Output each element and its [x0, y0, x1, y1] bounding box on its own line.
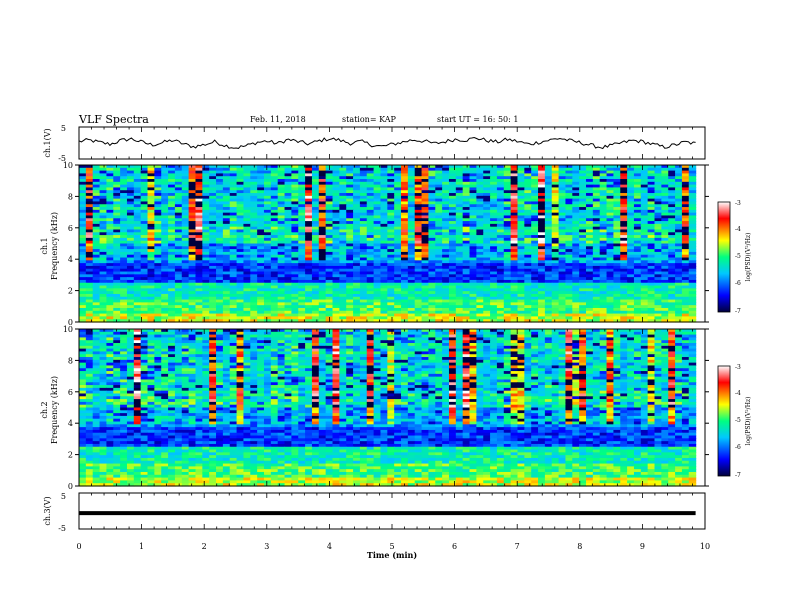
start-time-label: start UT = 16: 50: 1: [437, 115, 518, 124]
ch1-ytick-top: 5: [61, 124, 66, 133]
ch2-frequency-ticks: 0 2 4 6 8 10: [63, 325, 709, 491]
ch1-colorbar: -3 -4 -5 -6 -7 log(PSD)(V²/Hz): [717, 200, 752, 315]
ch1-spectrogram-panel: 0 2 4 6 8 10 ch.1 Frequency (kHz): [40, 161, 709, 327]
ch1-colorbar-scale: [717, 201, 731, 313]
ch3-ytick-top: 5: [61, 492, 66, 501]
ch2-colorbar: -3 -4 -5 -6 -7 log(PSD)(V²/Hz): [717, 364, 752, 479]
time-tick-label: 2: [202, 542, 207, 551]
freq-tick-label: 8: [68, 356, 73, 365]
ch2-colorbar-scale: [717, 365, 731, 477]
figure-title: VLF Spectra: [78, 113, 149, 126]
ch3-waveform-ylabel: ch.3(V): [43, 496, 52, 525]
freq-tick-label: 10: [63, 161, 73, 170]
time-axis-label: Time (min): [367, 550, 417, 560]
ch3-waveform-frame: [78, 492, 706, 530]
cb2-tick-3: -6: [735, 444, 741, 451]
time-tick-label: 7: [515, 542, 520, 551]
station-label: station= KAP: [342, 115, 397, 124]
cb2-tick-0: -3: [735, 364, 741, 371]
freq-tick-label: 8: [68, 192, 73, 201]
time-tick-label: 3: [264, 542, 269, 551]
time-tick-label: 6: [452, 542, 457, 551]
freq-tick-label: 2: [68, 287, 73, 296]
cb2-tick-2: -5: [735, 417, 741, 424]
cb2-label: log(PSD)(V²/Hz): [745, 397, 752, 446]
freq-tick-label: 10: [63, 325, 73, 334]
freq-tick-label: 2: [68, 451, 73, 460]
ch1-ytick-bottom: -5: [58, 154, 66, 163]
ch1-frequency-ticks: 0 2 4 6 8 10: [63, 161, 709, 327]
ch1-waveform-ylabel: ch.1(V): [43, 128, 52, 157]
time-tick-label: 9: [640, 542, 645, 551]
ch3-ytick-bottom: -5: [58, 524, 66, 533]
time-tick-label: 1: [139, 542, 144, 551]
ch1-channel-label: ch.1: [40, 237, 49, 254]
time-tick-label: 8: [577, 542, 582, 551]
time-axis-labels: 0 1 2 3 4 5 6 7 8 9 10: [76, 542, 710, 551]
ch2-spectrogram-panel: 0 2 4 6 8 10 ch.2 Frequency (kHz): [40, 325, 709, 491]
ch1-waveform-line: [78, 136, 696, 150]
ch2-channel-label: ch.2: [40, 401, 49, 418]
time-tick-label: 4: [327, 542, 332, 551]
freq-tick-label: 4: [68, 419, 73, 428]
freq-tick-label: 6: [68, 388, 73, 397]
ch1-spectrogram-image: [79, 165, 697, 323]
time-tick-label: 10: [700, 542, 710, 551]
cb1-tick-2: -5: [735, 253, 741, 260]
cb1-tick-0: -3: [735, 200, 741, 207]
cb2-tick-4: -7: [735, 472, 741, 479]
freq-tick-label: 4: [68, 255, 73, 264]
freq-tick-label: 6: [68, 224, 73, 233]
ch1-waveform-panel: 5 -5 ch.1(V): [43, 124, 706, 163]
cb1-tick-4: -7: [735, 308, 741, 315]
time-axis-ticks: [78, 127, 706, 529]
ch1-frequency-label: Frequency (kHz): [50, 212, 59, 280]
freq-tick-label: 0: [68, 482, 73, 491]
cb1-tick-1: -4: [735, 226, 741, 233]
cb2-tick-1: -4: [735, 390, 741, 397]
ch2-spectrogram-image: [79, 329, 697, 487]
time-tick-label: 0: [76, 542, 81, 551]
ch2-frequency-label: Frequency (kHz): [50, 376, 59, 444]
date-label: Feb. 11, 2018: [250, 115, 306, 124]
cb1-tick-3: -6: [735, 280, 741, 287]
cb1-label: log(PSD)(V²/Hz): [745, 233, 752, 282]
freq-tick-label: 0: [68, 318, 73, 327]
time-tick-label: 5: [389, 542, 394, 551]
ch3-waveform-panel: 5 -5 ch.3(V): [43, 492, 706, 533]
